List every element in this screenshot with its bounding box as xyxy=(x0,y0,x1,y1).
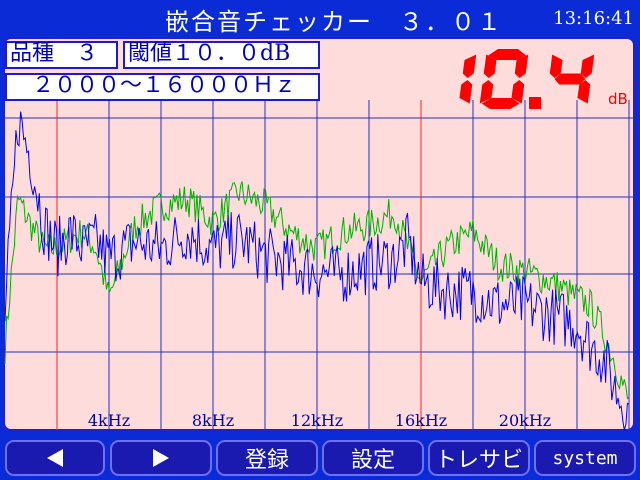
app-title: 嵌合音チェッカー ３．０１ xyxy=(165,8,503,36)
digit-segment xyxy=(483,54,497,78)
button-bar: 登録 設定 トレサビ system xyxy=(0,437,640,480)
next-button[interactable] xyxy=(110,440,212,476)
product-label: 品種 ３ xyxy=(5,41,118,69)
digit-segment xyxy=(549,54,563,78)
digit-segment xyxy=(577,80,591,104)
digit-segment xyxy=(481,98,520,109)
system-button[interactable]: system xyxy=(534,440,636,476)
threshold-label: 閾値１０．０dB xyxy=(123,41,320,69)
result-value-display xyxy=(459,49,595,109)
digit-segment xyxy=(462,54,477,78)
register-button[interactable]: 登録 xyxy=(216,440,318,476)
decimal-point xyxy=(529,97,541,109)
traceability-button[interactable]: トレサビ xyxy=(428,440,530,476)
series-layer xyxy=(4,111,630,431)
digit-segment xyxy=(580,54,595,78)
title-bar: 嵌合音チェッカー ３．０１ 13:16:41 xyxy=(0,0,640,36)
series-line xyxy=(4,111,630,431)
clock: 13:16:41 xyxy=(553,8,634,29)
digit-segment xyxy=(511,80,525,104)
chart-grid xyxy=(5,100,634,430)
x-tick-label: 8kHz xyxy=(192,411,234,430)
frequency-band-label: ２０００～１６０００Ｈｚ xyxy=(5,73,320,101)
seven-segment-digits xyxy=(459,49,595,109)
digit-segment xyxy=(488,49,527,60)
digit-segment xyxy=(479,80,494,104)
x-tick-label: 20kHz xyxy=(499,411,551,430)
triangle-right-icon xyxy=(153,449,169,467)
digit-segment xyxy=(514,54,529,78)
x-tick-label: 16kHz xyxy=(395,411,447,430)
x-tick-labels: 4kHz 8kHz 12kHz 16kHz 20kHz xyxy=(88,411,551,430)
x-tick-label: 12kHz xyxy=(291,411,343,430)
triangle-left-icon xyxy=(47,449,63,467)
x-tick-label: 4kHz xyxy=(88,411,130,430)
digit-segment xyxy=(554,73,586,85)
digit-segment xyxy=(459,80,473,104)
result-unit: dB xyxy=(608,90,628,108)
prev-button[interactable] xyxy=(5,440,105,476)
threshold-band-lines xyxy=(56,100,422,430)
settings-button[interactable]: 設定 xyxy=(322,440,424,476)
